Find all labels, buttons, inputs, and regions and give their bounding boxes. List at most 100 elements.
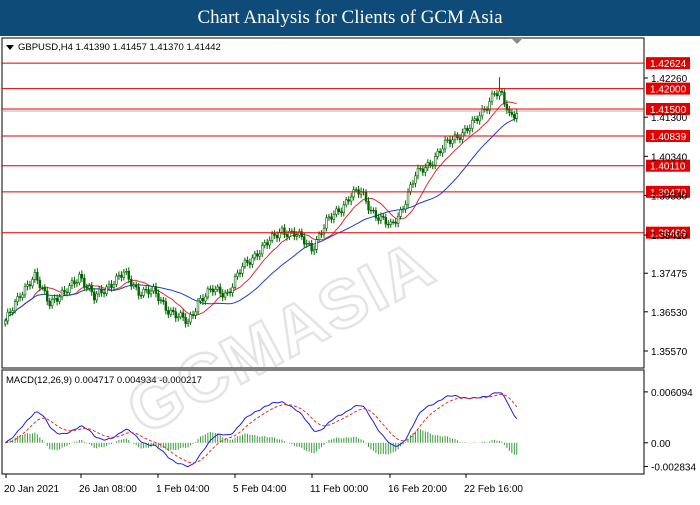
- candle-body: [312, 249, 316, 252]
- macd-line: [4, 392, 518, 468]
- candlestick: [392, 219, 395, 225]
- candlestick: [256, 249, 259, 261]
- candlestick: [33, 268, 37, 283]
- candle-body: [283, 227, 286, 235]
- candle-body: [295, 234, 299, 237]
- candle-body: [466, 127, 469, 132]
- candlestick: [186, 318, 190, 327]
- candlestick: [18, 292, 22, 302]
- candlestick: [490, 90, 494, 106]
- candle-body: [238, 272, 242, 275]
- candle-body: [367, 200, 370, 211]
- candlestick: [11, 307, 14, 316]
- candle-body: [92, 291, 96, 301]
- candle-body: [290, 230, 294, 233]
- candle-body: [105, 286, 108, 295]
- candlestick: [189, 311, 192, 325]
- candlestick: [453, 131, 457, 144]
- candlestick: [85, 283, 88, 292]
- candlestick: [135, 281, 138, 291]
- candle-body: [340, 211, 343, 213]
- dropdown-triangle-icon[interactable]: [6, 45, 14, 50]
- candlestick: [177, 313, 180, 322]
- candlestick: [179, 310, 182, 320]
- chart-area: GBPUSD,H4 1.41390 1.41457 1.41370 1.4144…: [0, 36, 700, 500]
- candlestick: [394, 218, 397, 228]
- level-label: 1.42624: [650, 59, 687, 70]
- price-panel: [1, 37, 645, 369]
- candle-body: [327, 216, 331, 219]
- candle-body: [342, 204, 345, 213]
- candlestick: [149, 287, 153, 298]
- candlestick: [78, 271, 81, 286]
- candle-body: [406, 191, 410, 205]
- candle-body: [201, 297, 205, 302]
- candlestick: [117, 271, 121, 280]
- candle-body: [58, 296, 61, 302]
- candle-body: [199, 297, 202, 302]
- candlestick: [330, 212, 333, 224]
- candle-body: [347, 199, 350, 202]
- candle-body: [144, 289, 148, 291]
- candle-body: [36, 271, 39, 281]
- candle-body: [46, 290, 49, 302]
- candlestick: [421, 165, 425, 176]
- chart-shift-marker-icon[interactable]: [511, 38, 523, 44]
- candlestick: [46, 286, 49, 306]
- candlestick: [337, 205, 341, 215]
- candle-body: [424, 167, 427, 173]
- x-tick-label: 1 Feb 04:00: [156, 484, 210, 495]
- candle-body: [268, 240, 271, 246]
- candlestick: [214, 285, 217, 296]
- candlestick: [97, 285, 101, 298]
- candlestick: [372, 207, 375, 214]
- candlestick: [416, 164, 420, 180]
- candlestick: [342, 201, 345, 217]
- candle-body: [221, 292, 224, 298]
- level-label: 1.41500: [650, 105, 687, 116]
- candle-body: [26, 284, 29, 287]
- candlestick: [122, 268, 126, 281]
- candle-body: [142, 289, 145, 296]
- candle-body: [241, 266, 244, 274]
- candlestick: [312, 245, 316, 256]
- candle-body: [179, 312, 182, 318]
- candlestick: [513, 111, 516, 122]
- candle-body: [11, 310, 14, 313]
- candlestick: [139, 291, 143, 300]
- candlestick: [43, 284, 46, 295]
- candlestick: [206, 286, 210, 300]
- candlestick: [73, 276, 76, 288]
- candlestick: [88, 283, 91, 292]
- macd-signal-line: [5, 393, 518, 464]
- candlestick: [340, 207, 343, 217]
- candle-body: [510, 112, 514, 115]
- candle-body: [480, 108, 484, 117]
- candlestick: [196, 297, 200, 315]
- candlestick: [268, 236, 271, 249]
- candle-body: [387, 223, 390, 226]
- candle-body: [223, 292, 227, 298]
- candlestick: [53, 294, 56, 304]
- candlestick: [374, 207, 378, 222]
- candle-body: [167, 310, 170, 315]
- x-tick-label: 22 Feb 16:00: [464, 484, 523, 495]
- candlestick: [110, 280, 113, 292]
- level-label-background: [646, 129, 690, 142]
- candlestick: [320, 230, 323, 238]
- candlestick: [503, 89, 506, 108]
- candle-body: [100, 288, 103, 294]
- candle-body: [209, 288, 212, 290]
- candle-body: [335, 208, 338, 215]
- candlestick: [345, 197, 348, 208]
- candlestick: [8, 308, 12, 317]
- candle-body: [73, 280, 76, 285]
- candlestick: [396, 212, 400, 228]
- candle-body: [303, 236, 306, 245]
- candle-body: [164, 301, 168, 311]
- candle-body: [70, 280, 74, 286]
- candle-body: [88, 285, 91, 289]
- candle-body: [293, 230, 296, 237]
- candlestick: [164, 297, 168, 315]
- candle-body: [132, 284, 135, 287]
